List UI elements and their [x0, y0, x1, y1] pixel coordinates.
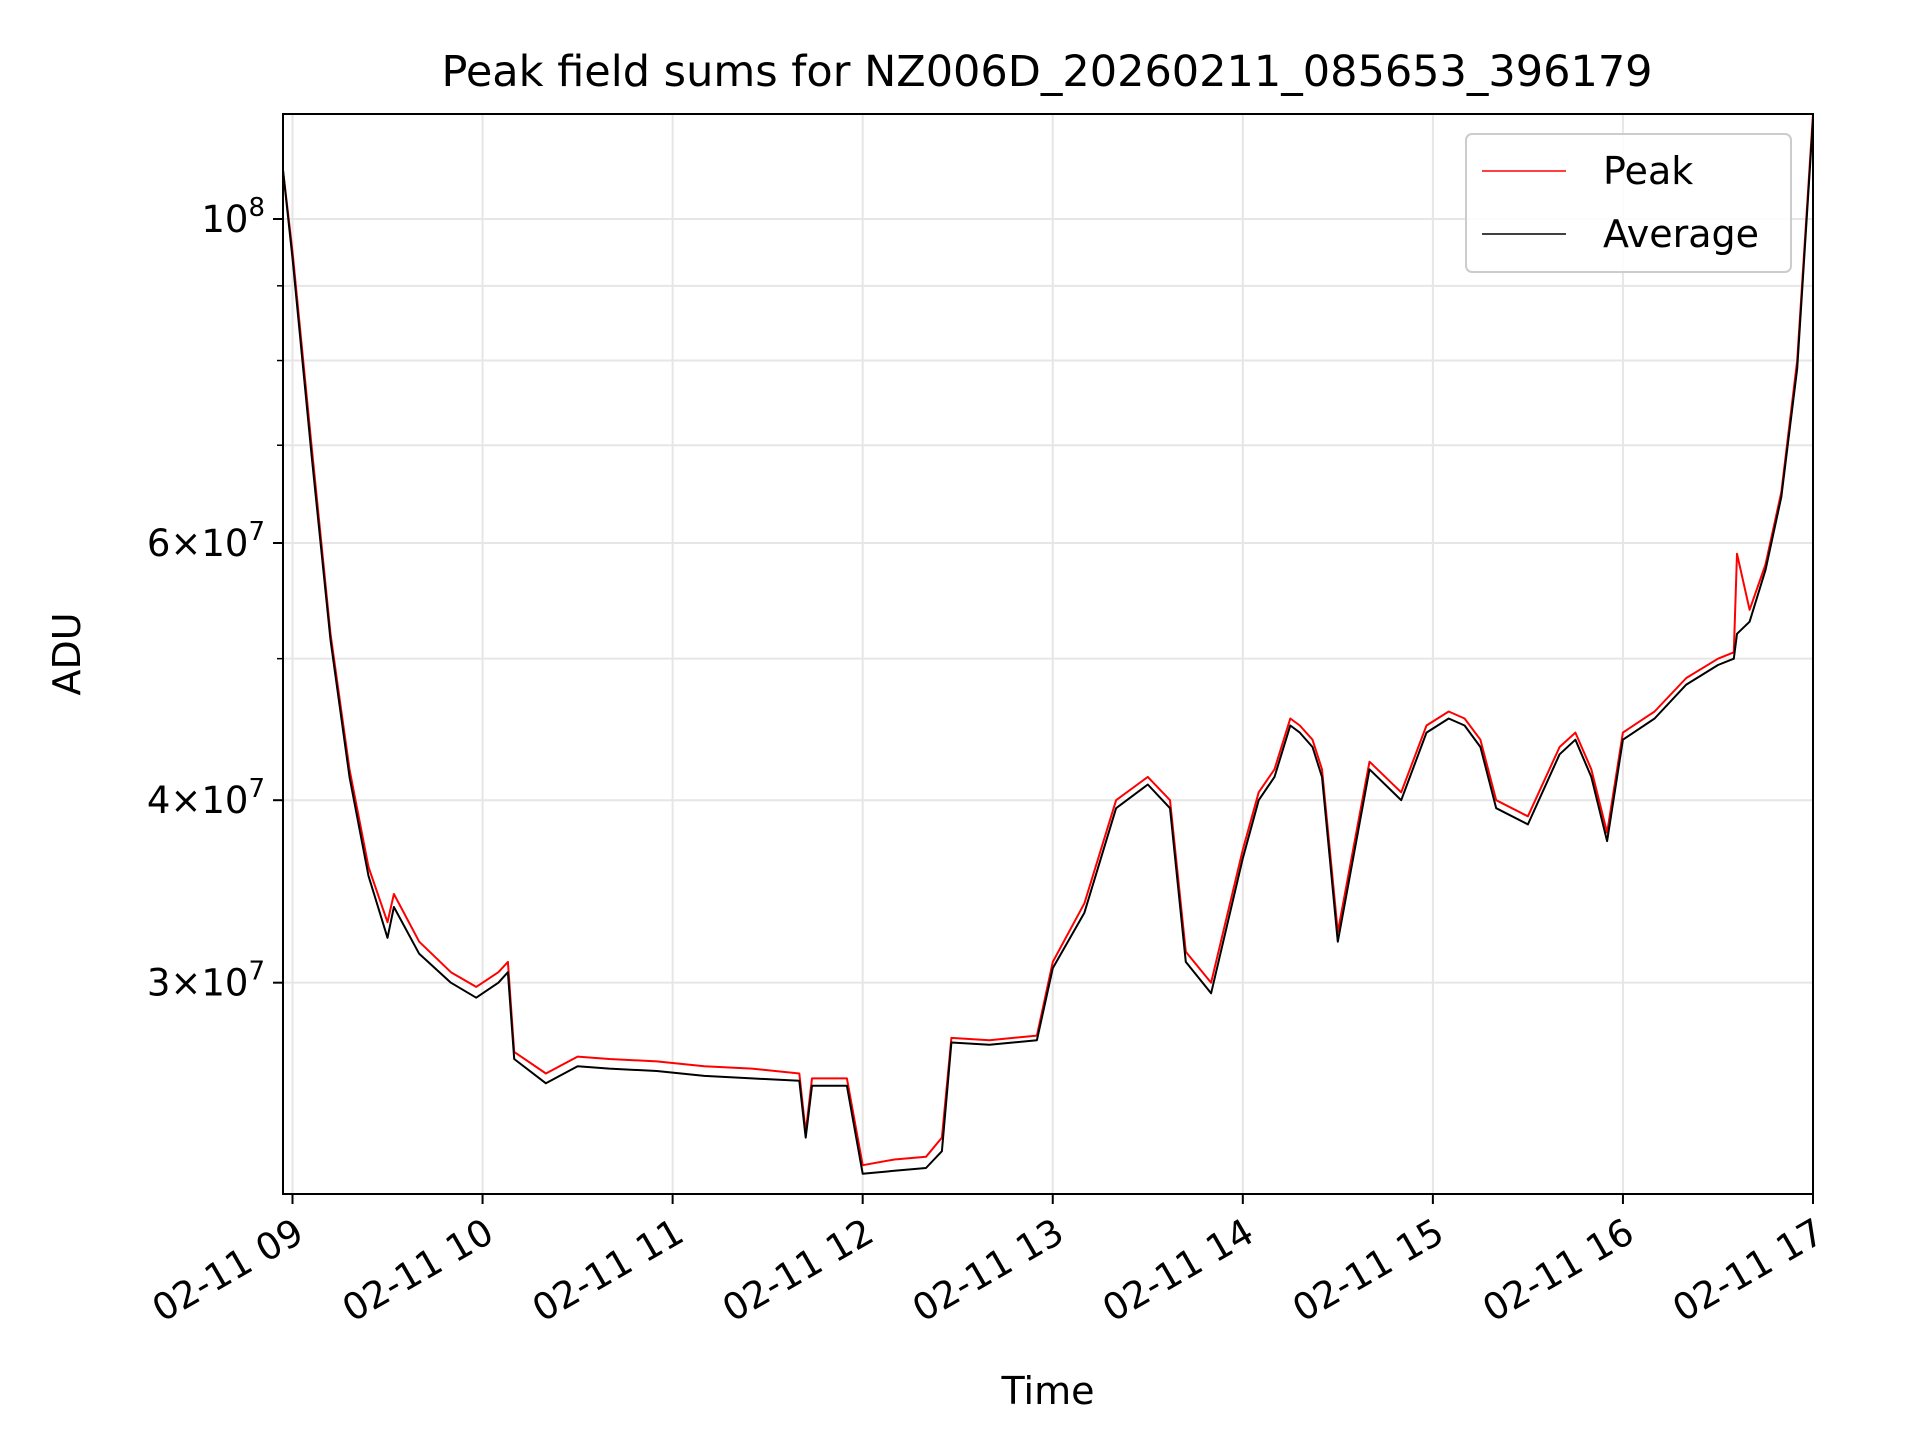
legend: Peak Average: [1465, 133, 1792, 273]
legend-average-label: Average: [1603, 212, 1759, 256]
y-tick-label: 6×107: [147, 517, 265, 565]
plot-frame: [282, 113, 1814, 1195]
series-lines: [282, 113, 1814, 1175]
y-tick-label: 3×107: [147, 957, 265, 1005]
legend-peak-label: Peak: [1603, 149, 1693, 193]
y-tick-label: 108: [201, 193, 265, 241]
x-axis-label: Time: [1001, 1369, 1095, 1413]
series-line-average: [282, 119, 1814, 1175]
y-axis-label: ADU: [45, 612, 89, 695]
chart-title: Peak field sums for NZ006D_20260211_0856…: [441, 47, 1652, 97]
series-line-peak: [282, 113, 1814, 1167]
legend-box: [1465, 133, 1792, 273]
y-tick-label: 4×107: [147, 774, 265, 822]
